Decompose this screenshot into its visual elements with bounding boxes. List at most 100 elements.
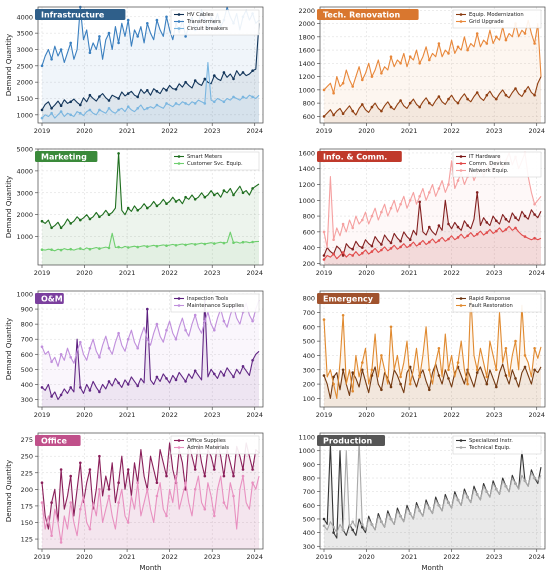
data-point xyxy=(136,384,139,388)
y-tick-label: 250 xyxy=(21,453,33,461)
data-point xyxy=(136,209,139,212)
data-point xyxy=(370,523,374,526)
data-point xyxy=(40,219,44,223)
x-tick-label: 2024 xyxy=(528,269,545,277)
data-point xyxy=(485,382,489,386)
series-line-0 xyxy=(323,191,542,257)
data-point xyxy=(146,245,149,248)
data-point xyxy=(117,331,120,335)
data-point xyxy=(523,32,527,35)
data-point xyxy=(193,488,197,491)
data-point xyxy=(475,91,479,94)
x-tick-label: 2021 xyxy=(119,127,136,135)
y-tick-label: 300 xyxy=(21,396,33,404)
chart-panel-5: 100 200 300 400 500 600 700 800 2019 2020 2021 2022… xyxy=(303,290,546,419)
data-point xyxy=(408,244,412,247)
data-point xyxy=(146,488,149,491)
data-point xyxy=(418,242,422,245)
data-point xyxy=(332,113,335,117)
y-tick-label: 300 xyxy=(303,543,315,551)
data-point xyxy=(466,382,469,386)
data-point xyxy=(389,241,393,245)
data-point xyxy=(380,243,383,246)
legend-label: Grid Upgrade xyxy=(469,19,504,25)
y-tick-label: 4000 xyxy=(16,13,33,21)
data-point xyxy=(136,35,139,38)
data-point xyxy=(437,42,441,45)
series-area-0 xyxy=(324,76,541,123)
data-point xyxy=(332,238,335,241)
data-point xyxy=(69,222,72,225)
data-point xyxy=(485,375,489,379)
data-point xyxy=(40,386,44,389)
y-tick-label: 900 xyxy=(303,461,315,469)
data-point xyxy=(332,252,335,256)
x-tick-label: 2024 xyxy=(528,553,545,561)
data-point xyxy=(98,247,101,250)
x-tick-label: 2019 xyxy=(34,127,51,135)
data-point xyxy=(399,514,402,518)
data-point xyxy=(504,93,508,97)
chart-panel-2: 1000 2000 3000 4000 5000 2019 2020 2021 2022 2023… xyxy=(5,146,264,277)
data-point xyxy=(184,195,187,199)
data-point xyxy=(456,225,460,229)
data-point xyxy=(232,494,235,498)
data-point xyxy=(361,78,364,82)
y-tick-label: 600 xyxy=(303,502,315,510)
data-point xyxy=(107,213,111,216)
legend-marker xyxy=(177,162,181,165)
y-tick-label: 1000 xyxy=(298,447,315,455)
x-tick-label: 2024 xyxy=(528,411,545,419)
panel-title: Production xyxy=(323,437,373,446)
data-point xyxy=(232,95,235,99)
data-point xyxy=(380,388,383,392)
data-point xyxy=(79,386,82,389)
data-point xyxy=(428,388,431,392)
data-point xyxy=(40,345,44,349)
data-point xyxy=(332,531,335,534)
data-point xyxy=(370,368,374,372)
data-point xyxy=(437,95,441,98)
data-point xyxy=(107,31,111,35)
legend-label: Inspection Tools xyxy=(187,296,229,302)
data-point xyxy=(136,95,139,99)
data-point xyxy=(456,361,460,364)
y-tick-label: 500 xyxy=(303,338,315,346)
x-tick-label: 2024 xyxy=(246,269,263,277)
data-point xyxy=(504,484,508,488)
data-point xyxy=(165,89,168,92)
data-point xyxy=(232,474,235,478)
data-point xyxy=(251,187,254,190)
data-point xyxy=(222,501,226,504)
series-area-1 xyxy=(42,7,259,123)
y-tick-label: 2200 xyxy=(298,7,315,15)
x-tick-label: 2019 xyxy=(34,411,51,419)
data-point xyxy=(437,374,441,377)
data-point xyxy=(504,374,508,377)
data-point xyxy=(475,371,479,374)
y-tick-label: 2000 xyxy=(16,79,33,87)
legend-label: Equip. Modernization xyxy=(469,12,524,18)
data-point xyxy=(447,368,450,372)
panel-title-badge xyxy=(35,9,126,20)
y-tick-label: 600 xyxy=(21,351,33,359)
data-point xyxy=(399,245,402,249)
data-point xyxy=(251,69,254,72)
y-tick-label: 3000 xyxy=(16,46,33,54)
data-point xyxy=(370,214,374,218)
x-axis-label: Month xyxy=(140,564,162,570)
data-point xyxy=(322,115,326,118)
data-point xyxy=(126,468,130,471)
data-point xyxy=(203,319,207,323)
chart-panel-3: 200 400 600 800 1000 1200 1400 1600 2019 2020 2021… xyxy=(298,148,546,277)
data-point xyxy=(50,501,53,504)
data-point xyxy=(533,236,536,240)
data-point xyxy=(40,248,44,251)
x-tick-label: 2019 xyxy=(34,269,51,277)
data-point xyxy=(389,385,393,389)
data-point xyxy=(241,191,245,195)
data-point xyxy=(50,360,53,364)
data-point xyxy=(514,226,517,230)
data-point xyxy=(456,101,460,105)
